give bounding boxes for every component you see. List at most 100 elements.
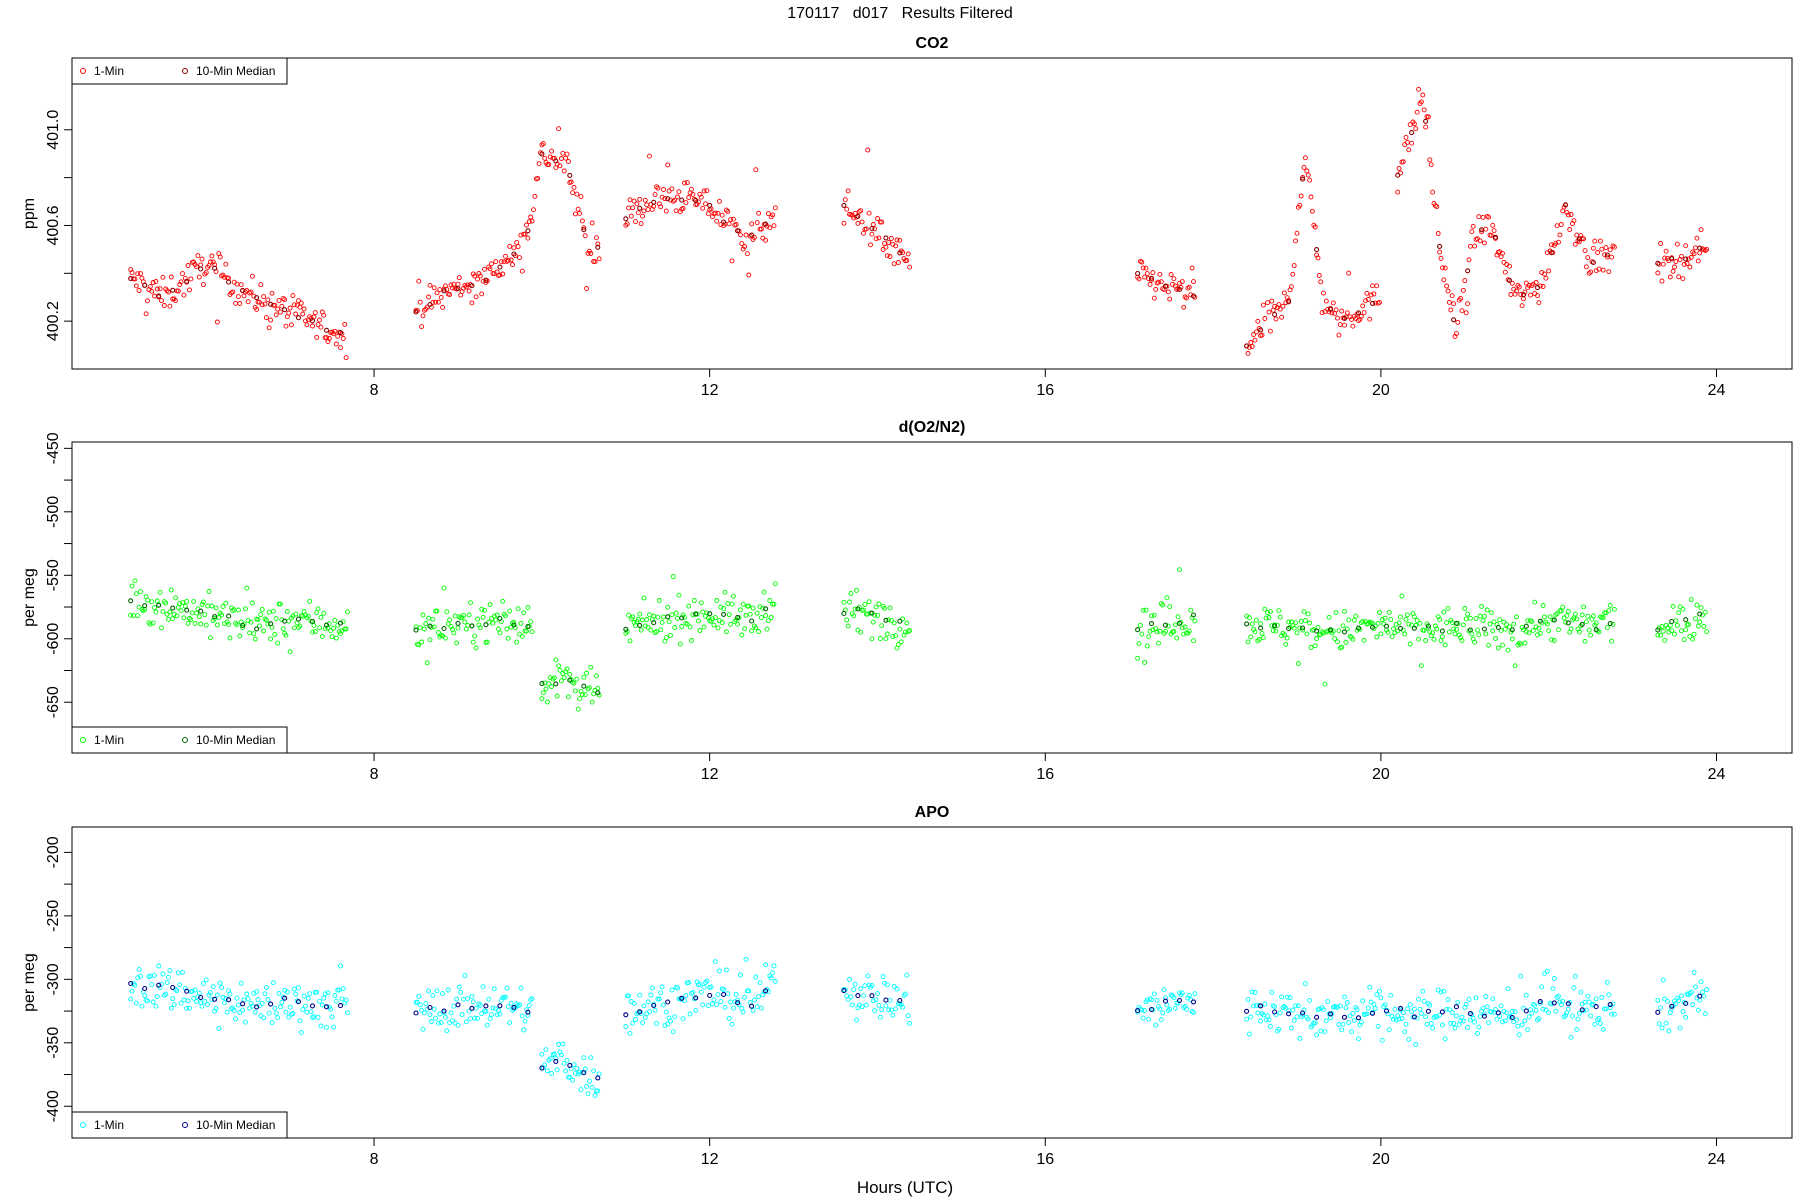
o2n2-1min-point xyxy=(1439,634,1445,640)
o2n2-1min-point xyxy=(470,639,476,645)
apo-1min-point xyxy=(1424,1021,1430,1027)
co2-1min-point xyxy=(725,209,731,214)
co2-1min-point xyxy=(1441,277,1447,283)
o2n2-1min-point xyxy=(630,614,636,620)
co2-points xyxy=(128,86,1710,361)
co2-median-point xyxy=(156,293,162,299)
o2n2-1min-point xyxy=(852,606,858,612)
o2n2-1min-point xyxy=(677,641,683,647)
o2n2-1min-point xyxy=(1556,627,1561,633)
o2n2-1min-point xyxy=(1590,613,1596,619)
apo-1min-point xyxy=(848,994,854,1000)
co2-median-point xyxy=(1437,243,1443,249)
o2n2-1min-point xyxy=(750,605,756,611)
apo-1min-point xyxy=(156,963,162,969)
co2-1min-point xyxy=(676,189,682,195)
apo-1min-point xyxy=(1476,1024,1482,1030)
co2-1min-point xyxy=(209,253,215,259)
apo-1min-point xyxy=(1463,1001,1469,1007)
co2-1min-point xyxy=(455,281,461,287)
apo-median-point xyxy=(1669,1003,1675,1009)
o2n2-1min-point xyxy=(168,587,174,593)
o2n2-1min-point xyxy=(1343,639,1349,645)
apo-1min-point xyxy=(746,988,752,994)
apo-1min-point xyxy=(1518,973,1524,979)
o2n2-1min-point xyxy=(242,606,248,612)
o2n2-1min-point xyxy=(1441,609,1447,615)
o2n2-1min-point xyxy=(1344,626,1350,632)
co2-1min-point xyxy=(1673,259,1679,264)
co2-median-point xyxy=(1369,300,1376,306)
apo-1min-point xyxy=(133,1000,139,1006)
co2-1min-point xyxy=(195,253,201,259)
co2-1min-point xyxy=(767,225,773,231)
o2n2-1min-point xyxy=(1479,603,1485,609)
co2-1min-point xyxy=(1602,252,1608,258)
o2n2-1min-point xyxy=(1411,614,1417,620)
o2n2-1min-point xyxy=(1192,618,1198,624)
apo-1min-point xyxy=(150,999,156,1005)
co2-1min-point xyxy=(1687,264,1693,270)
apo-1min-point xyxy=(847,977,852,982)
apo-1min-point xyxy=(1323,1018,1329,1024)
co2-1min-point xyxy=(235,294,241,300)
apo-1min-point xyxy=(1140,1015,1146,1021)
co2-1min-point xyxy=(1507,263,1512,269)
o2n2-1min-point xyxy=(1526,630,1532,636)
o2n2-1min-point xyxy=(728,621,734,627)
o2n2-1min-point xyxy=(1172,622,1178,628)
apo-1min-point xyxy=(1665,998,1670,1004)
apo-1min-point xyxy=(273,1010,279,1016)
co2-1min-point xyxy=(312,310,318,316)
apo-1min-point xyxy=(1481,1011,1487,1017)
co2-1min-point xyxy=(1411,121,1417,127)
co2-1min-point xyxy=(1364,290,1370,296)
apo-1min-point xyxy=(214,992,220,998)
o2n2-1min-point xyxy=(1295,661,1301,666)
co2-1min-point xyxy=(1684,261,1690,266)
o2n2-1min-point xyxy=(1149,613,1154,619)
co2-1min-point xyxy=(861,230,866,236)
o2n2-1min-point xyxy=(553,657,559,663)
co2-1min-point xyxy=(233,300,239,306)
co2-median-point xyxy=(581,227,587,233)
co2-1min-point xyxy=(1439,265,1445,271)
co2-1min-point xyxy=(1259,332,1265,338)
apo-1min-point xyxy=(526,1002,532,1008)
co2-1min-point xyxy=(1308,194,1314,200)
apo-median-point xyxy=(1369,1010,1376,1016)
apo-1min-point xyxy=(1339,1027,1345,1033)
o2n2-1min-point xyxy=(466,612,472,618)
apo-1min-point xyxy=(858,986,864,992)
co2-1min-point xyxy=(1600,267,1606,273)
co2-1min-point xyxy=(1330,300,1336,306)
co2-1min-point xyxy=(579,218,585,224)
apo-1min-point xyxy=(498,997,504,1003)
apo-1min-point xyxy=(1704,987,1710,992)
o2n2-1min-point xyxy=(675,615,680,621)
o2n2-1min-point xyxy=(1263,615,1269,621)
apo-1min-point xyxy=(1411,1006,1417,1012)
o2n2-1min-point xyxy=(519,633,525,639)
o2n2-1min-point xyxy=(1294,630,1300,636)
apo-1min-point xyxy=(1553,1008,1559,1014)
apo-1min-point xyxy=(1258,1018,1264,1024)
apo-1min-point xyxy=(1575,1016,1581,1022)
o2n2-1min-point xyxy=(178,608,184,614)
o2n2-1min-point xyxy=(1284,635,1290,641)
o2n2-1min-point xyxy=(1273,628,1279,634)
apo-median-point xyxy=(539,1065,545,1071)
apo-1min-point xyxy=(466,1008,472,1014)
apo-1min-point xyxy=(1431,1015,1437,1021)
co2-1min-point xyxy=(582,233,588,239)
co2-1min-point xyxy=(1571,218,1577,224)
apo-1min-point xyxy=(1185,995,1191,1001)
co2-1min-point xyxy=(739,241,745,247)
co2-1min-point xyxy=(326,336,332,341)
co2-median-point xyxy=(553,158,559,164)
co2-1min-point xyxy=(546,162,552,167)
o2n2-1min-point xyxy=(1378,631,1384,637)
apo-median-point xyxy=(1355,1015,1362,1021)
o2n2-1min-point xyxy=(343,626,349,632)
o2n2-1min-point xyxy=(627,638,633,644)
